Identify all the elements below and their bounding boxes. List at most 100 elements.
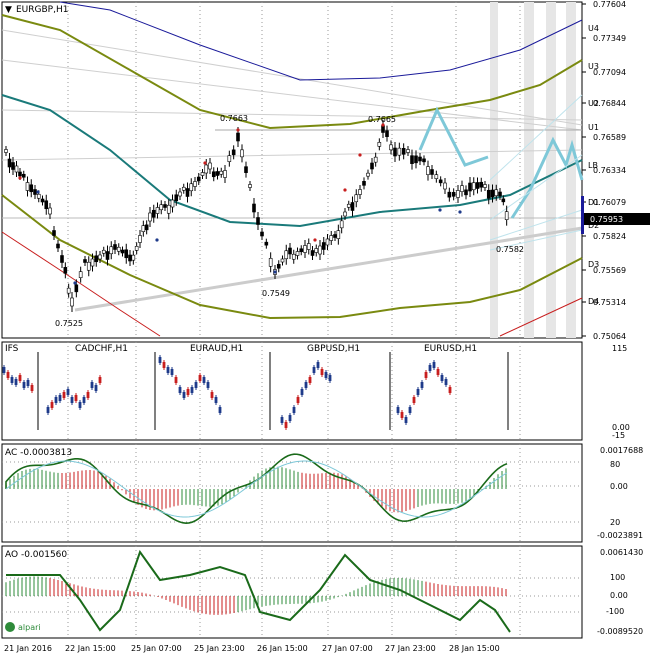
candle xyxy=(63,267,68,274)
candle xyxy=(264,241,269,246)
alpari-logo: alpari xyxy=(18,623,41,632)
candle xyxy=(166,204,171,214)
annotation-low-2: 0.7525 xyxy=(55,319,83,328)
candle xyxy=(291,253,296,260)
ifs-candle xyxy=(416,389,420,395)
candle xyxy=(401,148,406,155)
candle xyxy=(109,246,114,255)
fractal-dot xyxy=(273,270,277,274)
ifs-candle xyxy=(74,395,78,401)
ifs-candle xyxy=(54,397,58,403)
candle xyxy=(295,251,300,256)
candle xyxy=(336,230,341,239)
ifs-pair-3: GBPUSD,H1 xyxy=(307,344,360,354)
price-tick: 0.76844 xyxy=(593,99,626,108)
ifs-candle xyxy=(206,382,210,388)
menu-icon[interactable]: ▼ xyxy=(5,5,12,15)
ifs-candle xyxy=(6,372,10,378)
ifs-candle xyxy=(412,397,416,403)
ifs-candle xyxy=(198,375,202,381)
band-d4-right xyxy=(499,297,583,337)
candle xyxy=(185,188,190,197)
ifs-candle xyxy=(82,397,86,403)
candle xyxy=(260,231,264,237)
time-label-4: 25 Jan 23:00 xyxy=(194,644,245,653)
ac-pane[interactable] xyxy=(1,443,583,543)
time-label-6: 27 Jan 07:00 xyxy=(322,644,373,653)
candle xyxy=(204,164,209,174)
ifs-candle xyxy=(424,372,428,378)
band-u3 xyxy=(1,14,583,130)
candle xyxy=(124,249,129,259)
candle xyxy=(244,166,248,173)
symbol-title: EURGBP,H1 xyxy=(16,5,68,15)
candle xyxy=(377,142,382,147)
candle xyxy=(44,200,49,210)
ifs-candle xyxy=(178,387,182,393)
fractal-dot xyxy=(73,281,77,285)
candle xyxy=(231,149,236,156)
candle xyxy=(60,255,64,263)
ifs-candle xyxy=(436,369,440,375)
candle xyxy=(314,248,319,253)
candle xyxy=(178,191,182,197)
candle xyxy=(410,155,414,164)
ao-pane[interactable] xyxy=(1,545,583,639)
candle xyxy=(443,182,447,190)
ifs-candle xyxy=(90,382,94,388)
ifs-candle xyxy=(428,365,432,371)
ao-tick-100: 100 xyxy=(610,573,625,582)
ifs-pane[interactable] xyxy=(1,341,583,441)
fractal-dot xyxy=(438,208,442,212)
candle xyxy=(11,162,15,170)
ifs-candle xyxy=(324,372,328,378)
band-label-d4: D4 xyxy=(588,297,599,306)
ifs-candle xyxy=(328,375,332,381)
trend-line xyxy=(74,226,583,312)
candle xyxy=(105,251,110,260)
fan-line xyxy=(1,109,583,121)
candle xyxy=(389,144,393,151)
ifs-candle xyxy=(94,385,98,391)
candle xyxy=(128,254,132,262)
candle xyxy=(148,212,152,222)
fractal-dot xyxy=(18,176,22,180)
ifs-candle xyxy=(50,402,54,408)
time-label-2: 22 Jan 15:00 xyxy=(65,644,116,653)
candle xyxy=(318,245,322,255)
candle xyxy=(94,255,99,263)
ifs-candle xyxy=(194,382,198,388)
candle xyxy=(189,183,194,192)
ifs-candle xyxy=(26,380,30,386)
projection-channel xyxy=(489,209,583,241)
projection-band xyxy=(490,2,498,338)
ifs-candle xyxy=(2,367,6,373)
time-label-5: 26 Jan 15:00 xyxy=(257,644,308,653)
ifs-candle xyxy=(320,369,324,375)
candle xyxy=(29,184,34,193)
candle xyxy=(280,258,285,263)
projection-channel xyxy=(489,154,583,221)
candle xyxy=(151,209,156,218)
candle xyxy=(40,198,45,203)
candle xyxy=(451,192,456,197)
candle xyxy=(159,204,164,211)
candle xyxy=(144,224,149,231)
price-marker xyxy=(581,196,584,234)
candle xyxy=(25,182,30,191)
candle xyxy=(464,189,468,196)
candle xyxy=(98,254,102,260)
candle xyxy=(333,234,337,238)
band-label-u2: U2 xyxy=(588,99,599,108)
candle xyxy=(240,149,244,158)
candle xyxy=(366,172,370,177)
ac-tick-80: 80 xyxy=(610,460,620,469)
main-pane[interactable] xyxy=(1,1,583,339)
candle xyxy=(414,155,418,164)
candle xyxy=(18,171,22,177)
ao-title: AO -0.001560 xyxy=(5,550,67,560)
ifs-candle xyxy=(98,377,102,383)
ifs-pair-4: EURUSD,H1 xyxy=(424,344,477,354)
candle xyxy=(490,189,495,198)
